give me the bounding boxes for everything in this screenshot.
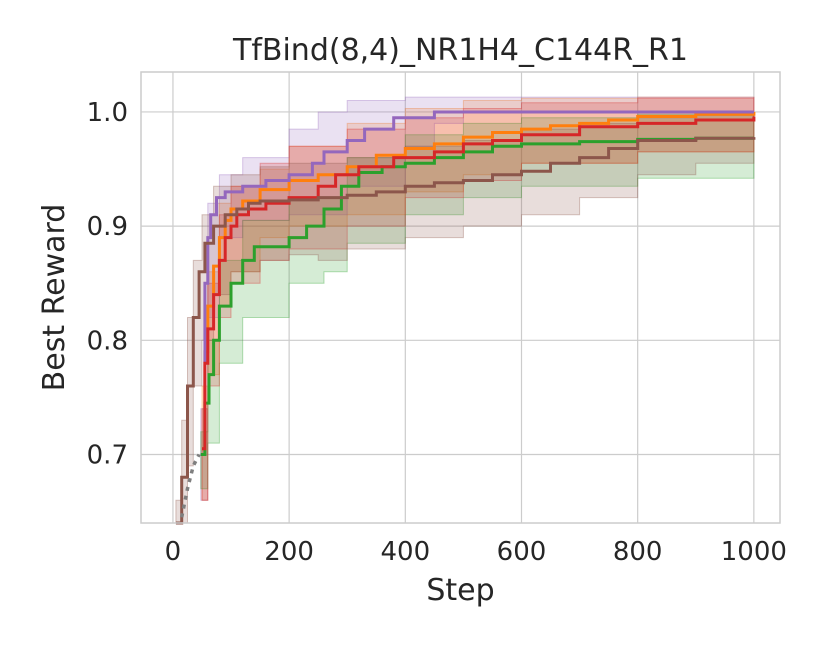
y-tick-label: 0.9 xyxy=(87,212,128,242)
y-tick-labels: 0.7 0.8 0.9 1.0 xyxy=(87,98,128,471)
chart-title: TfBind(8,4)_NR1H4_C144R_R1 xyxy=(232,33,688,68)
y-tick-label: 1.0 xyxy=(87,98,128,128)
series-lines xyxy=(175,110,756,525)
plot-frame xyxy=(140,71,781,524)
y-axis-label: Best Reward xyxy=(37,204,72,392)
x-tick-label: 800 xyxy=(613,537,663,567)
y-tick-label: 0.8 xyxy=(87,326,128,356)
confidence-bands xyxy=(175,96,755,524)
series-2-band xyxy=(200,112,755,490)
series-1-line xyxy=(200,110,754,456)
x-tick-label: 200 xyxy=(264,537,314,567)
y-tick-label: 0.7 xyxy=(87,440,128,470)
x-tick-label: 400 xyxy=(380,537,430,567)
x-tick-label: 600 xyxy=(497,537,547,567)
x-axis-label: Step xyxy=(426,573,494,608)
series-4-line xyxy=(175,136,756,525)
x-tick-labels: 0 200 400 600 800 1000 xyxy=(165,537,787,567)
x-tick-label: 0 xyxy=(165,537,182,567)
series-3-line xyxy=(202,116,756,451)
x-tick-label: 1000 xyxy=(721,537,787,567)
